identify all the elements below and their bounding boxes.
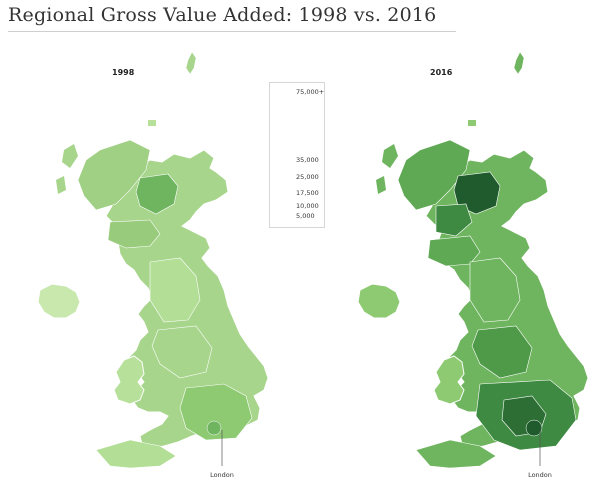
map-1998-orkney: [148, 120, 156, 126]
map-2016-western-isles: [382, 144, 398, 168]
map-1998-region-aberdeen: [135, 173, 179, 215]
map-2016-region-midlands: [471, 325, 533, 379]
map-2016-region-aberdeen: [453, 171, 501, 215]
map-2016-london-label: London: [528, 471, 552, 479]
map-1998: 1998: [37, 51, 269, 479]
map-2016-region-north-england: [469, 257, 521, 323]
map-2016-region-tayside: [435, 203, 473, 237]
map-2016-wales: [433, 355, 465, 405]
map-1998-london-label: London: [210, 471, 234, 479]
map-2016: 2016 London: [357, 51, 589, 479]
map-1998-region-london-core: [206, 420, 222, 436]
map-1998-wales: [113, 355, 145, 405]
map-2016-orkney: [468, 120, 476, 126]
map-1998-islay: [56, 176, 66, 194]
legend-tick-17500: 17,500: [296, 189, 319, 197]
map-1998-region-midlands: [151, 325, 213, 379]
page-title: Regional Gross Value Added: 1998 vs. 201…: [8, 4, 437, 26]
map-1998-region-north-england: [149, 257, 201, 323]
legend-tick-5000: 5,000: [296, 212, 315, 220]
map-1998-year-label: 1998: [112, 68, 135, 77]
map-1998-region-central-belt: [107, 219, 161, 249]
map-2016-region-highlands: [397, 139, 471, 211]
map-2016-region-south-west: [415, 439, 497, 469]
map-2016-islay: [376, 176, 386, 194]
legend-tick-35000: 35,000: [296, 156, 319, 164]
map-1998-shetland: [185, 51, 197, 75]
legend-tick-75000: 75,000+: [296, 88, 325, 96]
legend-tick-10000: 10,000: [296, 202, 319, 210]
title-divider: [8, 31, 456, 32]
legend-tick-25000: 25,000: [296, 173, 319, 181]
map-1998-northern-ireland: [37, 283, 81, 319]
map-2016-shetland: [513, 51, 525, 75]
map-2016-year-label: 2016: [430, 68, 453, 77]
map-1998-region-south-west: [95, 439, 177, 469]
map-1998-region-highlands: [77, 139, 151, 211]
legend: [269, 82, 325, 228]
map-1998-region-south-east: [179, 383, 253, 441]
map-2016-region-london-core: [525, 419, 543, 437]
map-1998-western-isles: [62, 144, 78, 168]
map-2016-northern-ireland: [357, 283, 401, 319]
